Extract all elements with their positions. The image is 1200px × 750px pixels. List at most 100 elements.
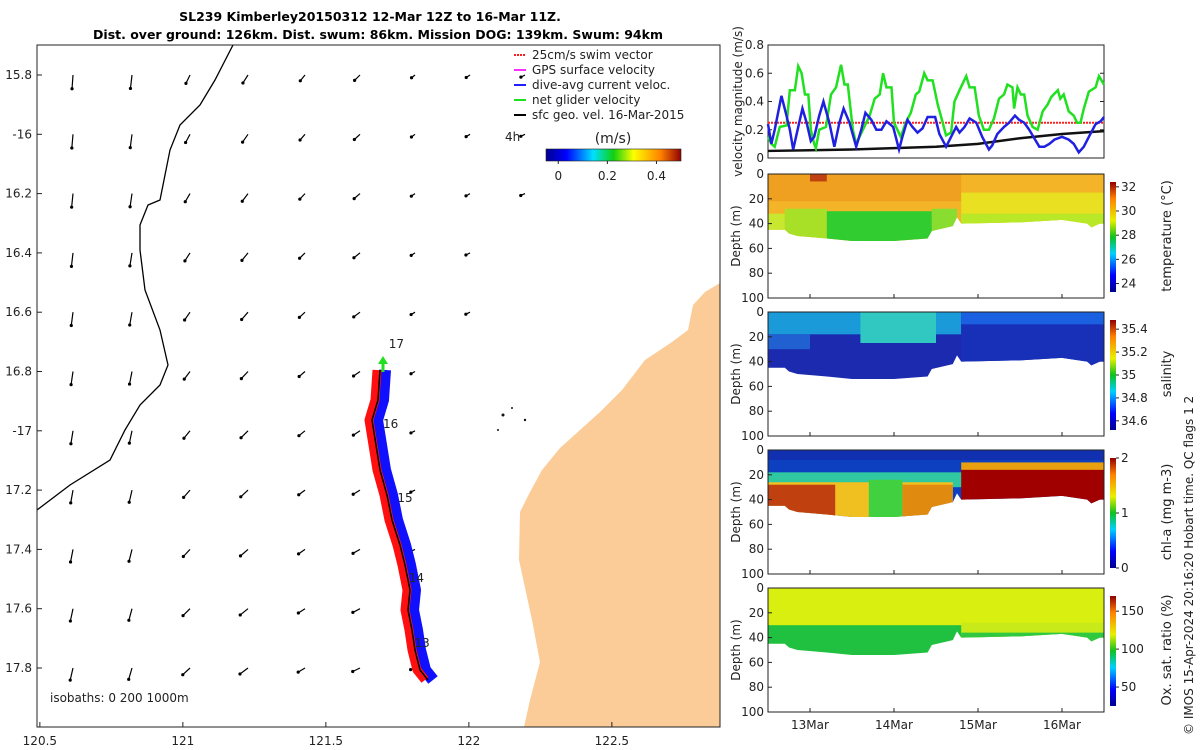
velocity-arrow	[239, 667, 249, 675]
field-patch	[961, 312, 1104, 325]
swim-vector-band	[364, 369, 429, 683]
chl-a-axes	[767, 449, 1105, 575]
colorbar-tick-label: 34.6	[1121, 414, 1148, 428]
arrow-head	[128, 146, 132, 150]
arrow-head	[296, 670, 300, 674]
arrow-head	[68, 619, 72, 623]
arrow-head	[409, 194, 413, 198]
field-patch	[961, 462, 1104, 470]
field-patch	[931, 208, 957, 241]
depth-tick-label: 60	[749, 241, 764, 255]
arrow-head	[353, 78, 357, 82]
arrow-head	[352, 315, 356, 319]
arrow-head	[127, 441, 131, 445]
track-day-label: 15	[397, 491, 412, 505]
arrow-head	[239, 495, 243, 499]
arrow-head	[352, 256, 356, 260]
arrow-head	[240, 317, 244, 322]
map-panel: 120.5 121 121.5 122 122.5 15.8 -16 16.2 16.4 16.6…	[5, 44, 721, 748]
velocity-arrow	[70, 371, 74, 385]
y-tick-label: 0.8	[745, 38, 764, 52]
velocity-arrow	[71, 193, 74, 208]
salinity-field	[768, 312, 1104, 379]
arrow-head	[241, 81, 245, 85]
arrow-head	[297, 315, 301, 320]
dive-avg-current-band	[371, 369, 438, 684]
velocity-arrow	[128, 667, 133, 680]
arrow-head	[127, 500, 131, 504]
depth-tick-label: 60	[749, 655, 764, 669]
track-day-label: 13	[415, 636, 430, 650]
field-patch	[961, 192, 1104, 241]
chl-a-colorbar-label: chl-a (mg m-3)	[1160, 464, 1175, 561]
arrow-head	[296, 552, 301, 556]
isobath-line	[37, 45, 234, 511]
y-tick-label: 0.4	[745, 95, 764, 109]
arrow-head	[351, 551, 355, 555]
arrow-head	[127, 382, 132, 386]
arrow-head	[351, 610, 355, 615]
lon-tick-label: 121	[171, 734, 194, 748]
oxygen-colorbar	[1110, 596, 1116, 706]
temperature-colorbar-label: temperature (°C)	[1160, 180, 1175, 292]
isobaths-label: isobaths: 0 200 1000m	[50, 691, 189, 705]
velocity-arrow	[129, 134, 133, 148]
velocity-arrow	[71, 74, 74, 89]
field-patch	[860, 312, 936, 343]
legend-entry: net glider velocity	[532, 93, 640, 107]
footer-credit: © IMOS 15-Apr-2024 20:16:20 Hobart time.…	[1182, 396, 1196, 735]
velocity-ylabel: velocity magnitude (m/s)	[731, 26, 745, 177]
land-mass	[519, 283, 720, 727]
arrow-head	[409, 76, 414, 80]
colorbar-tick-label: 26	[1121, 252, 1136, 266]
y-tick-label: 0	[756, 151, 764, 165]
lat-tick-label: 16.6	[5, 305, 32, 319]
arrow-head	[464, 253, 468, 257]
arrow-head	[297, 493, 301, 497]
arrow-head	[238, 613, 242, 617]
velocity-arrow	[240, 489, 249, 498]
colorbar-tick-label: 34.8	[1121, 391, 1148, 405]
chl-a-section: 0 20 40 60 80 100 Depth (m) 0 1 2 chl-a (mg m-3)	[729, 443, 1175, 581]
depth-tick-label: 100	[741, 705, 764, 719]
arrow-head	[351, 669, 355, 674]
velocity-arrow	[128, 489, 133, 503]
arrow-head	[70, 87, 74, 91]
velocity-arrow	[240, 548, 249, 557]
arrow-head	[182, 495, 186, 499]
lat-tick-label: 17.2	[5, 483, 32, 497]
arrow-head	[181, 613, 185, 618]
depth-tick-label: 20	[749, 468, 764, 482]
oxygen-section: 0 20 40 60 80 100 Depth (m) 50 100 150 Ox. sat. ra…	[729, 581, 1175, 719]
arrow-head	[128, 323, 132, 327]
net-velocity-arrow-head	[378, 356, 388, 364]
arrow-head	[184, 140, 188, 145]
velocity-arrow	[69, 549, 74, 563]
field-patch	[768, 213, 785, 241]
arrow-head	[69, 383, 73, 387]
legend-entry: dive-avg current veloc.	[532, 78, 670, 92]
velocity-arrow	[128, 549, 133, 562]
arrow-head	[241, 140, 245, 144]
depth-tick-label: 0	[756, 581, 764, 595]
field-patch	[961, 632, 1104, 655]
field-patch	[768, 484, 836, 517]
lon-tick-label: 122.5	[595, 734, 629, 748]
legend-entry: sfc geo. vel. 16-Mar-2015	[532, 108, 684, 122]
lat-tick-label: -16	[12, 127, 32, 141]
field-patch	[768, 174, 962, 202]
field-patch	[768, 450, 1104, 460]
arrow-head	[70, 146, 74, 150]
velocity-arrow	[182, 667, 191, 676]
arrow-head	[519, 193, 523, 198]
arrow-head	[519, 75, 523, 79]
arrow-head	[127, 559, 131, 563]
arrow-head	[409, 490, 413, 494]
time-tick-label: 15Mar	[959, 718, 997, 732]
arrow-head	[240, 258, 244, 262]
velocity-arrow	[70, 430, 74, 444]
scale-label: 4h	[505, 130, 520, 144]
